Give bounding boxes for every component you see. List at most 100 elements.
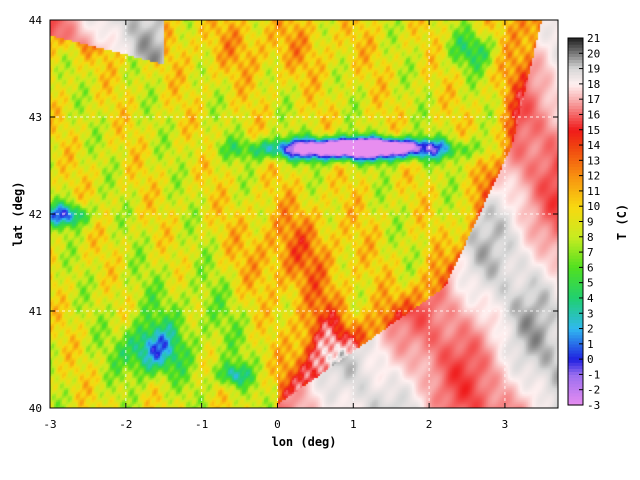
colorbar-swatch	[568, 386, 583, 391]
colorbar-swatch	[568, 181, 583, 186]
colorbar-swatch	[568, 99, 583, 103]
colorbar-swatch	[568, 307, 583, 311]
colorbar-swatch	[568, 239, 583, 244]
colorbar-swatch	[568, 38, 583, 42]
colorbar-swatch	[568, 276, 583, 281]
colorbar-swatch	[568, 322, 583, 327]
colorbar-swatch	[568, 178, 583, 183]
colorbar-swatch	[568, 145, 583, 149]
colorbar-swatch	[568, 310, 583, 314]
colorbar-tick-label: 11	[587, 185, 600, 198]
colorbar-swatch	[568, 86, 583, 91]
colorbar-tick-label: 7	[587, 246, 594, 259]
colorbar-swatch	[568, 380, 583, 385]
colorbar-swatch	[568, 93, 583, 97]
colorbar-tick-label: 2	[587, 323, 594, 336]
colorbar-swatch	[568, 337, 583, 342]
colorbar-swatch	[568, 44, 583, 48]
colorbar-tick-label: 15	[587, 124, 600, 137]
colorbar-tick-label: 0	[587, 353, 594, 366]
x-tick-label: 1	[350, 418, 357, 431]
colorbar-swatch	[568, 374, 583, 379]
colorbar-tick-label: 14	[587, 139, 601, 152]
colorbar-tick-label: 6	[587, 261, 594, 274]
colorbar-swatch	[568, 175, 583, 180]
colorbar-swatch	[568, 252, 583, 256]
colorbar-swatch	[568, 154, 583, 158]
colorbar-swatch	[568, 395, 583, 400]
colorbar-tick-label: 8	[587, 231, 594, 244]
colorbar-swatch	[568, 129, 583, 134]
colorbar-swatch	[568, 279, 583, 284]
colorbar-swatch	[568, 169, 583, 174]
colorbar-swatch	[568, 371, 583, 376]
colorbar-swatch	[568, 224, 583, 229]
colorbar-swatch	[568, 270, 583, 275]
colorbar-swatch	[568, 236, 583, 241]
colorbar-tick-label: -3	[587, 399, 600, 412]
colorbar-swatch	[568, 65, 583, 70]
colorbar-swatch	[568, 41, 583, 45]
colorbar-swatch	[568, 108, 583, 112]
colorbar-swatch	[568, 200, 583, 204]
colorbar-swatch	[568, 172, 583, 177]
colorbar-swatch	[568, 392, 583, 397]
y-axis-title: lat (deg)	[11, 181, 25, 246]
colorbar-swatch	[568, 328, 583, 333]
colorbar-swatch	[568, 132, 583, 137]
colorbar-swatch	[568, 59, 583, 64]
colorbar-swatch	[568, 264, 583, 268]
colorbar-tick-label: 10	[587, 200, 600, 213]
colorbar-swatch	[568, 74, 583, 79]
colorbar-swatch	[568, 50, 583, 54]
colorbar-swatch	[568, 273, 583, 278]
colorbar-swatch	[568, 83, 583, 88]
colorbar-tick-label: 12	[587, 170, 600, 183]
colorbar-swatch	[568, 261, 583, 265]
x-tick-label: -2	[119, 418, 132, 431]
colorbar-swatch	[568, 242, 583, 247]
y-tick-label: 41	[29, 305, 42, 318]
colorbar-swatch	[568, 362, 583, 366]
colorbar-swatch	[568, 89, 583, 94]
colorbar-swatch	[568, 331, 583, 336]
colorbar-tick-label: 3	[587, 307, 594, 320]
colorbar-tick-label: -2	[587, 384, 600, 397]
colorbar-swatch	[568, 258, 583, 262]
colorbar-swatch	[568, 365, 583, 369]
colorbar-swatch	[568, 221, 583, 226]
colorbar-swatch	[568, 343, 583, 348]
colorbar-swatch	[568, 96, 583, 100]
colorbar-swatch	[568, 346, 583, 351]
colorbar-swatch	[568, 117, 583, 122]
colorbar-swatch	[568, 166, 583, 171]
colorbar-swatch	[568, 316, 583, 320]
colorbar-swatch	[568, 377, 583, 382]
colorbar-tick-label: 13	[587, 154, 600, 167]
colorbar-swatch	[568, 245, 583, 250]
colorbar-swatch	[568, 233, 583, 238]
y-axis: 40 41 42 43 44	[29, 14, 558, 415]
y-tick-label: 44	[29, 14, 43, 27]
x-tick-label: 3	[502, 418, 509, 431]
colorbar-swatch	[568, 249, 583, 253]
colorbar-swatch	[568, 209, 583, 213]
x-axis-title: lon (deg)	[271, 435, 336, 449]
colorbar-swatch	[568, 193, 583, 198]
colorbar-swatch	[568, 190, 583, 195]
colorbar-swatch	[568, 102, 583, 106]
colorbar-tick-label: 5	[587, 277, 594, 290]
colorbar-swatch	[568, 47, 583, 51]
colorbar-swatch	[568, 212, 583, 216]
y-tick-label: 42	[29, 208, 42, 221]
colorbar-tick-label: 4	[587, 292, 594, 305]
colorbar-swatch	[568, 340, 583, 345]
colorbar-swatch	[568, 389, 583, 394]
colorbar-swatch	[568, 368, 583, 372]
colorbar-swatch	[568, 77, 583, 82]
colorbar-swatch	[568, 203, 583, 207]
colorbar-swatch	[568, 53, 583, 57]
colorbar-swatch	[568, 215, 583, 220]
